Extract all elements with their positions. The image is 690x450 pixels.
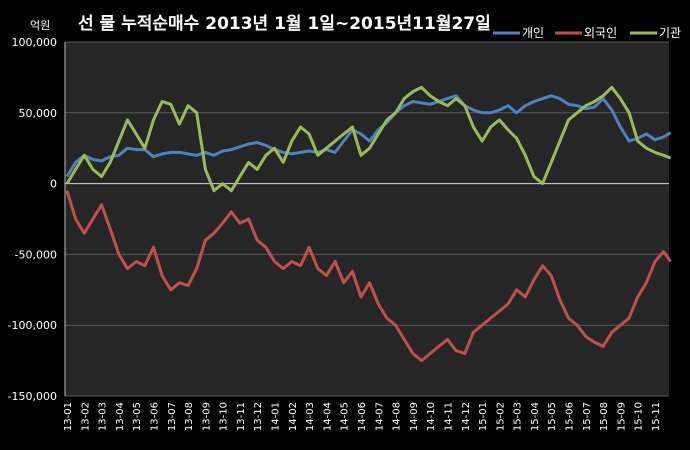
x-tick-label: 14-09 [409, 402, 420, 431]
x-tick-label: 14-02 [288, 402, 299, 431]
x-tick-label: 13-11 [236, 402, 247, 431]
legend-label: 기관 [659, 26, 681, 40]
plot-area [65, 42, 669, 396]
x-tick-label: 14-12 [461, 402, 472, 431]
y-tick-labels: -150,000 -100,000 -50,000 0 50,000 100,000 [8, 36, 57, 403]
x-tick-label: 14-05 [340, 402, 351, 431]
y-tick-label: -100,000 [8, 319, 57, 332]
x-tick-label: 14-07 [374, 402, 385, 431]
x-tick-label: 14-01 [271, 402, 282, 431]
x-tick-label: 13-10 [219, 402, 230, 431]
x-tick-label: 15-05 [547, 402, 558, 431]
x-tick-label: 14-04 [322, 402, 333, 431]
chart-title: 선 물 누적순매수 2013년 1월 1일~2015년11월27일 [78, 14, 491, 34]
x-tick-label: 15-07 [582, 402, 593, 431]
y-tick-label: -50,000 [15, 248, 57, 261]
x-tick-label: 15-06 [565, 402, 576, 431]
series-line-개인 [65, 94, 672, 178]
x-tick-label: 13-08 [184, 402, 195, 431]
x-tick-label: 13-07 [167, 402, 178, 431]
legend-label: 외국인 [584, 26, 617, 40]
x-tick-label: 15-03 [513, 402, 524, 431]
y-axis-unit-label: 억원 [30, 19, 50, 32]
series-line-기관 [65, 85, 672, 193]
y-tick-label: 100,000 [12, 36, 58, 49]
x-tick-label: 14-11 [443, 402, 454, 431]
x-tick-label: 13-03 [98, 402, 109, 431]
x-tick-labels: 13-01 13-02 13-03 13-04 13-05 13-06 13-07 13-08… [63, 402, 662, 431]
series-lines [65, 85, 672, 363]
x-tick-label: 15-10 [634, 402, 645, 431]
x-tick-label: 13-06 [149, 402, 160, 431]
series-line-외국인 [65, 190, 672, 363]
x-tick-label: 14-03 [305, 402, 316, 431]
x-tick-label: 15-09 [616, 402, 627, 431]
legend: 개인 외국인 기관 [493, 26, 681, 40]
x-tick-label: 14-08 [392, 402, 403, 431]
x-tick-label: 13-02 [80, 402, 91, 431]
gridlines [64, 41, 669, 397]
x-tick-label: 13-12 [253, 402, 264, 431]
x-tick-label: 15-04 [530, 402, 541, 431]
x-tick-label: 14-06 [357, 402, 368, 431]
y-tick-label: -150,000 [8, 390, 57, 403]
legend-label: 개인 [522, 26, 544, 40]
x-tick-label: 13-01 [63, 402, 74, 431]
x-tick-label: 15-01 [478, 402, 489, 431]
x-tick-label: 13-04 [115, 402, 126, 431]
x-tick-label: 15-02 [495, 402, 506, 431]
x-tick-label: 15-11 [651, 402, 662, 431]
y-tick-label: 0 [50, 178, 57, 191]
x-tick-label: 14-10 [426, 402, 437, 431]
x-tick-label: 13-09 [201, 402, 212, 431]
y-tick-label: 50,000 [19, 107, 58, 120]
x-tick-label: 15-08 [599, 402, 610, 431]
x-tick-label: 13-05 [132, 402, 143, 431]
